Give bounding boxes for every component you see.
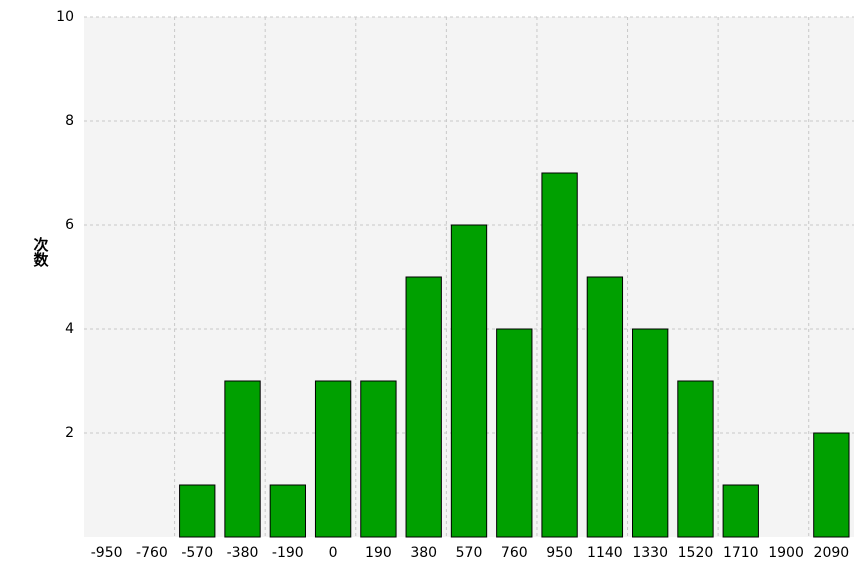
x-tick-label: 2090: [814, 545, 850, 561]
y-tick-label: 6: [65, 217, 74, 233]
bar: [179, 484, 216, 538]
bar: [360, 380, 397, 538]
bar: [224, 380, 261, 538]
x-tick-label: 1520: [678, 545, 714, 561]
bar: [405, 276, 442, 538]
y-tick-label: 2: [65, 425, 74, 441]
x-tick-label: 1710: [723, 545, 759, 561]
x-tick-label: -950: [91, 545, 123, 561]
bar: [586, 276, 624, 538]
bar: [813, 432, 850, 538]
x-tick-label: 190: [365, 545, 392, 561]
y-tick-label: 4: [65, 321, 74, 337]
x-tick-label: 380: [410, 545, 437, 561]
x-tick-label: -570: [181, 545, 213, 561]
x-tick-label: 1900: [768, 545, 804, 561]
x-tick-label: -760: [136, 545, 168, 561]
bar: [450, 224, 488, 538]
y-tick-label: 10: [56, 9, 74, 25]
x-tick-label: 1140: [587, 545, 623, 561]
bar: [314, 380, 352, 538]
x-tick-label: 1330: [632, 545, 668, 561]
x-tick-label: 570: [456, 545, 483, 561]
x-tick-label: 0: [329, 545, 338, 561]
x-tick-label: 950: [546, 545, 573, 561]
y-axis-label: 次数: [32, 236, 50, 268]
y-tick-label: 8: [65, 113, 74, 129]
x-tick-label: 760: [501, 545, 528, 561]
bar: [677, 380, 714, 538]
x-tick-label: -380: [227, 545, 259, 561]
bar: [722, 484, 759, 538]
bar: [632, 328, 669, 538]
bar: [496, 328, 533, 538]
x-tick-label: -190: [272, 545, 304, 561]
bar: [269, 484, 306, 538]
bar: [541, 172, 578, 538]
